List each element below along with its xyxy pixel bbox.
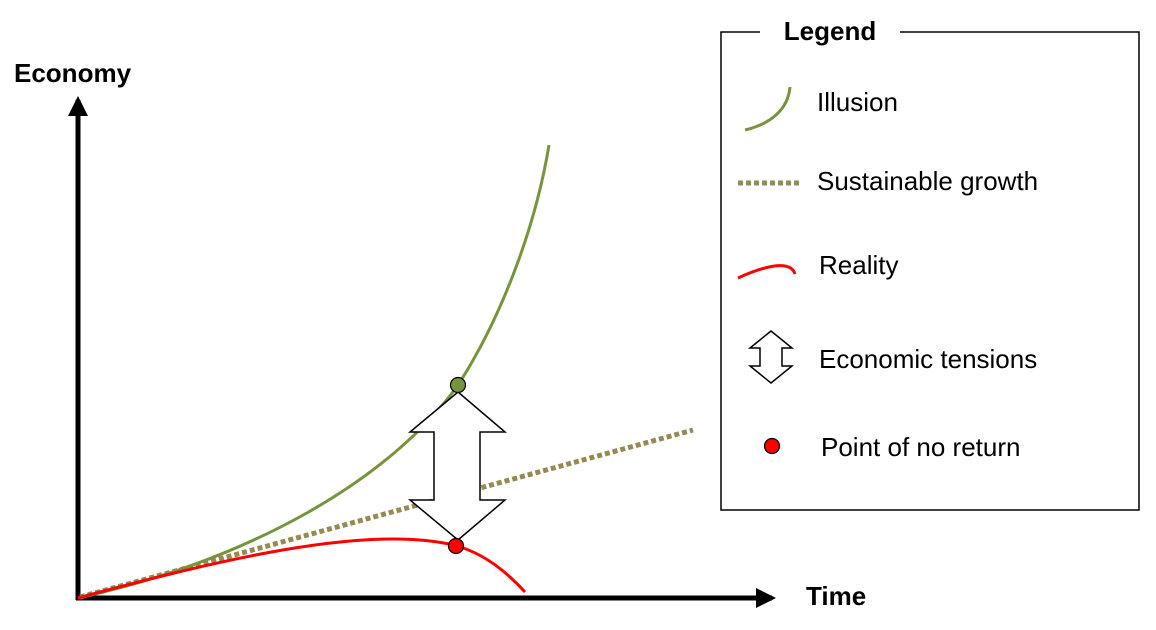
legend-item: Sustainable growth [817, 166, 1038, 196]
legend-item: Point of no return [821, 432, 1020, 462]
legend-point-icon [763, 437, 781, 455]
legend-item: Illusion [817, 87, 898, 117]
legend-title-bg [760, 18, 900, 48]
tension-arrow [407, 391, 508, 541]
legend-title: Legend [784, 16, 876, 46]
illusion-point [449, 376, 467, 394]
legend-item: Reality [819, 250, 898, 280]
legend-illusion-icon [744, 86, 792, 132]
x-axis-label: Time [806, 581, 866, 611]
legend-box [720, 31, 1140, 511]
y-axis-label: Economy [14, 58, 132, 88]
no-return-point [447, 537, 465, 555]
legend-tension-icon [747, 330, 795, 384]
reality-curve [77, 537, 527, 600]
illusion-curve [77, 144, 551, 600]
legend-reality-icon [737, 264, 797, 280]
legend-item: Economic tensions [819, 344, 1037, 374]
